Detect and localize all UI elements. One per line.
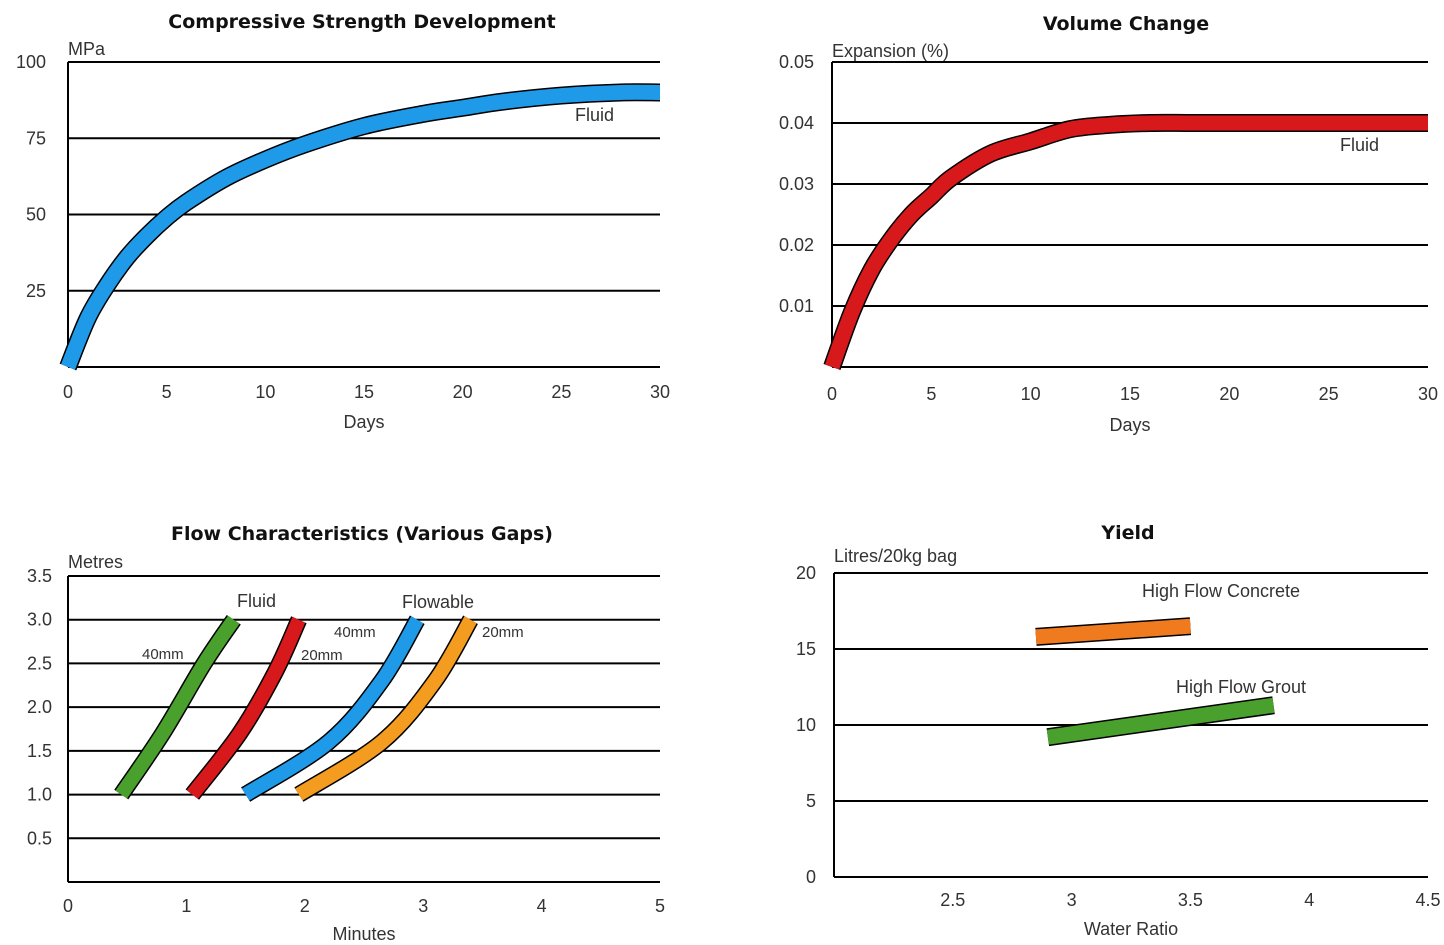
y-tick-label: 1.5 xyxy=(27,741,52,761)
series-line xyxy=(61,84,661,370)
series-label: 40mm xyxy=(334,624,376,641)
group-label: Flowable xyxy=(402,592,474,612)
x-tick-label: 15 xyxy=(1120,384,1140,404)
group-label: Fluid xyxy=(237,591,276,611)
y-tick-label: 0.04 xyxy=(779,113,814,133)
x-axis-label: Days xyxy=(343,412,384,432)
x-axis-label: Days xyxy=(1109,415,1150,435)
series-line xyxy=(186,616,306,799)
series-line xyxy=(824,115,1428,370)
y-tick-label: 25 xyxy=(26,281,46,301)
series-label: 20mm xyxy=(301,647,343,664)
series-label: Fluid xyxy=(1340,135,1379,155)
y-tick-label: 0.02 xyxy=(779,235,814,255)
y-tick-label: 2.0 xyxy=(27,697,52,717)
x-axis-label: Minutes xyxy=(332,924,395,944)
y-tick-label: 3.5 xyxy=(27,566,52,586)
x-tick-label: 0 xyxy=(63,896,73,916)
x-tick-label: 3 xyxy=(418,896,428,916)
x-tick-label: 20 xyxy=(453,382,473,402)
y-axis-label: Expansion (%) xyxy=(832,41,949,61)
series-label: Fluid xyxy=(575,105,614,125)
x-tick-label: 4 xyxy=(537,896,547,916)
y-tick-label: 20 xyxy=(796,563,816,583)
y-tick-label: 50 xyxy=(26,205,46,225)
x-tick-label: 30 xyxy=(650,382,670,402)
series-label: 20mm xyxy=(482,624,524,641)
x-tick-label: 5 xyxy=(926,384,936,404)
y-tick-label: 0.01 xyxy=(779,296,814,316)
chart-title: Volume Change xyxy=(1043,13,1209,35)
series-line xyxy=(241,616,424,801)
x-tick-label: 4.5 xyxy=(1415,890,1440,910)
chart-panel-1: Compressive Strength Development MPa Days 2… xyxy=(16,11,670,432)
y-tick-label: 0 xyxy=(806,867,816,887)
y-tick-label: 0.5 xyxy=(27,828,52,848)
series-line xyxy=(115,615,240,799)
x-tick-label: 25 xyxy=(1319,384,1339,404)
chart-title: Compressive Strength Development xyxy=(168,11,555,33)
series-line xyxy=(1046,697,1275,745)
y-tick-label: 5 xyxy=(806,791,816,811)
series-label: 40mm xyxy=(142,646,184,663)
x-tick-label: 10 xyxy=(255,382,275,402)
x-tick-label: 25 xyxy=(551,382,571,402)
x-tick-label: 4 xyxy=(1304,890,1314,910)
series-line xyxy=(295,616,477,801)
y-axis-label: Litres/20kg bag xyxy=(834,546,957,566)
x-tick-label: 0 xyxy=(63,382,73,402)
y-tick-label: 2.5 xyxy=(27,653,52,673)
x-tick-label: 3 xyxy=(1067,890,1077,910)
x-tick-label: 0 xyxy=(827,384,837,404)
x-tick-label: 5 xyxy=(655,896,665,916)
x-tick-label: 30 xyxy=(1418,384,1438,404)
chart-title: Flow Characteristics (Various Gaps) xyxy=(171,523,553,545)
chart-panel-2: Volume Change Expansion (%) Days 0.01 0.02 0.… xyxy=(779,13,1438,435)
chart-title: Yield xyxy=(1100,522,1154,544)
y-tick-label: 100 xyxy=(16,52,46,72)
x-axis-label: Water Ratio xyxy=(1084,919,1178,939)
x-tick-label: 2 xyxy=(300,896,310,916)
x-tick-label: 3.5 xyxy=(1178,890,1203,910)
series-label: High Flow Concrete xyxy=(1142,581,1300,601)
chart-panel-4: Yield Litres/20kg bag Water Ratio 0 5 10 15 20 2… xyxy=(796,522,1441,939)
x-tick-label: 1 xyxy=(181,896,191,916)
x-tick-label: 15 xyxy=(354,382,374,402)
x-tick-label: 2.5 xyxy=(940,890,965,910)
y-tick-label: 1.0 xyxy=(27,785,52,805)
y-tick-label: 10 xyxy=(796,715,816,735)
y-tick-label: 0.03 xyxy=(779,174,814,194)
x-tick-label: 10 xyxy=(1021,384,1041,404)
y-tick-label: 3.0 xyxy=(27,610,52,630)
y-axis-label: MPa xyxy=(68,39,106,59)
y-axis-label: Metres xyxy=(68,552,123,572)
y-tick-label: 75 xyxy=(26,128,46,148)
y-tick-label: 15 xyxy=(796,639,816,659)
x-tick-label: 5 xyxy=(162,382,172,402)
y-tick-label: 0.05 xyxy=(779,52,814,72)
series-label: High Flow Grout xyxy=(1176,677,1306,697)
chart-panel-3: Flow Characteristics (Various Gaps) Metre… xyxy=(27,523,665,944)
x-tick-label: 20 xyxy=(1219,384,1239,404)
series-line xyxy=(1035,618,1191,645)
